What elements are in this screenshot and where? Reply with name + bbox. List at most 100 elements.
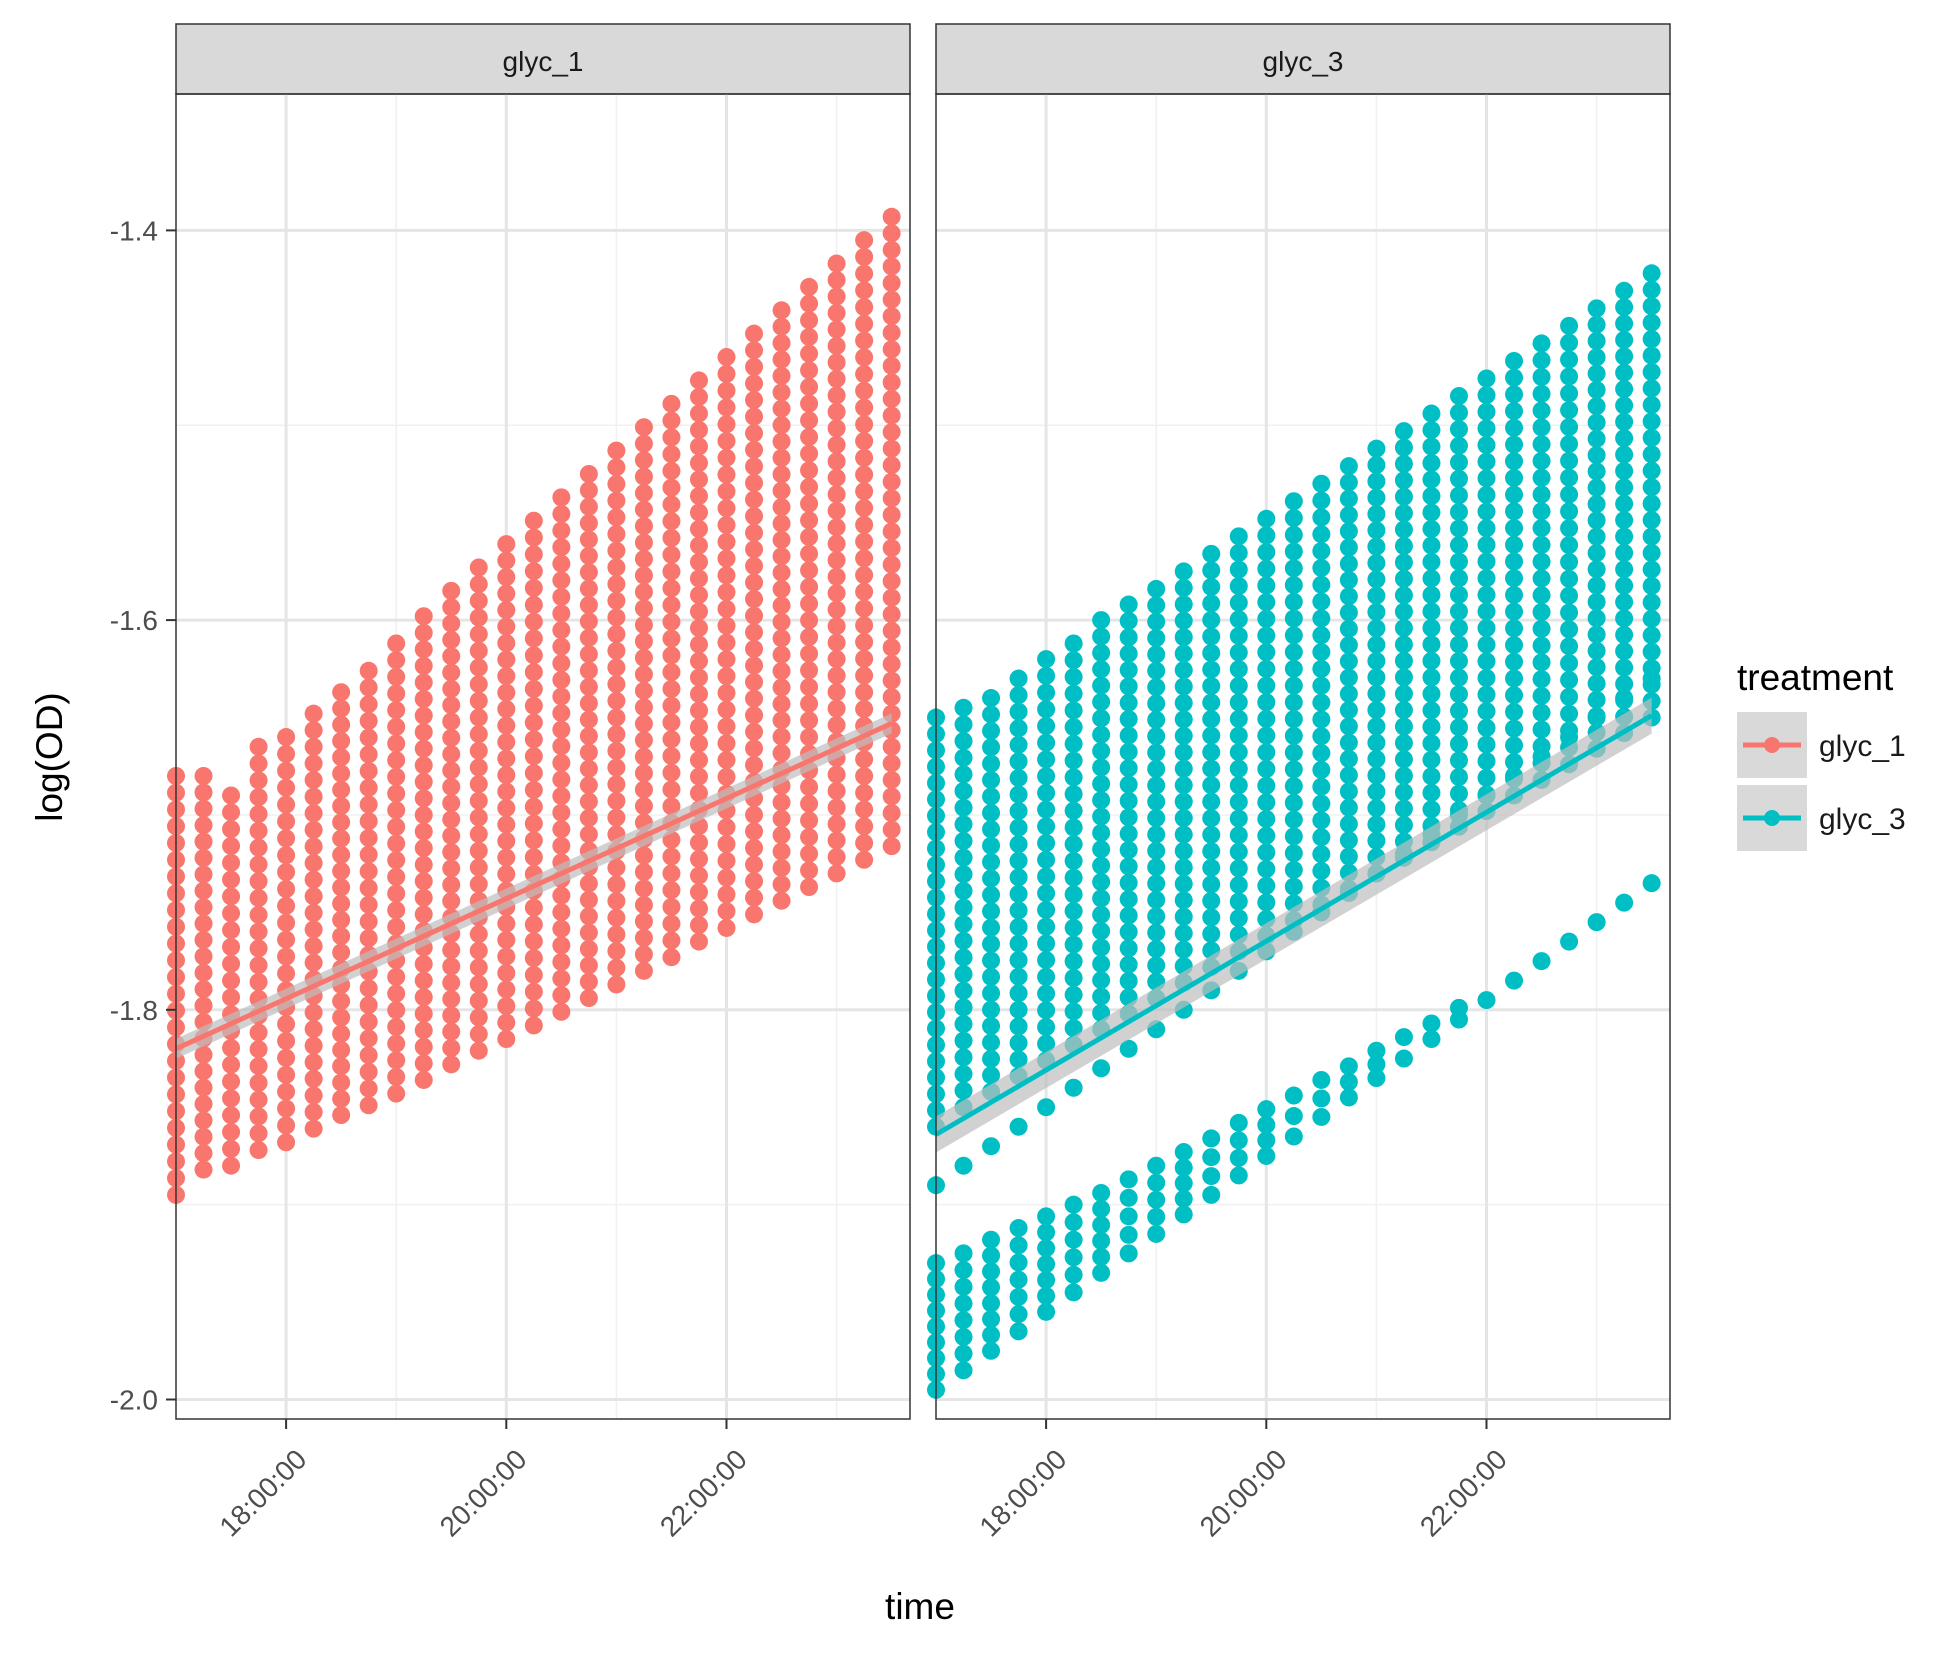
data-point-glyc-1 <box>827 814 846 833</box>
data-point-glyc-1 <box>579 563 598 582</box>
data-point-glyc-1 <box>497 733 516 752</box>
data-point-glyc-1 <box>745 357 764 376</box>
data-point-glyc-3 <box>1147 1156 1166 1175</box>
data-point-glyc-1 <box>800 527 819 546</box>
data-point-glyc-3 <box>1615 445 1634 464</box>
data-point-glyc-3 <box>1642 669 1661 688</box>
data-point-glyc-1 <box>717 902 736 921</box>
data-point-glyc-1 <box>717 532 736 551</box>
data-point-glyc-3 <box>1615 658 1634 677</box>
data-point-glyc-1 <box>800 811 819 830</box>
data-point-glyc-1 <box>772 432 791 451</box>
data-point-glyc-3 <box>1477 369 1496 388</box>
data-point-glyc-1 <box>800 778 819 797</box>
data-point-glyc-3 <box>1560 536 1579 555</box>
data-point-glyc-3 <box>1532 435 1551 454</box>
data-point-glyc-3 <box>1477 702 1496 721</box>
data-point-glyc-1 <box>249 1040 268 1059</box>
data-point-glyc-3 <box>1229 626 1248 645</box>
data-point-glyc-1 <box>855 499 874 518</box>
data-point-glyc-1 <box>634 961 653 980</box>
facet-panel-glyc-1: glyc_1 18:00:00 20:00:00 22:00:00 <box>167 23 911 1542</box>
data-point-glyc-1 <box>745 689 764 708</box>
data-point-glyc-3 <box>1284 844 1303 863</box>
data-point-glyc-1 <box>524 764 543 783</box>
data-point-glyc-3 <box>1037 850 1056 869</box>
data-point-glyc-3 <box>1009 1219 1028 1238</box>
data-point-glyc-3 <box>1339 652 1358 671</box>
data-point-glyc-1 <box>855 314 874 333</box>
data-point-glyc-3 <box>1312 1089 1331 1108</box>
data-point-glyc-1 <box>497 815 516 834</box>
data-point-glyc-1 <box>442 1039 461 1058</box>
data-point-glyc-1 <box>662 914 681 933</box>
data-point-glyc-3 <box>1505 585 1524 604</box>
data-point-glyc-1 <box>745 507 764 526</box>
data-point-glyc-1 <box>827 716 846 735</box>
data-point-glyc-3 <box>1119 808 1138 827</box>
data-point-glyc-3 <box>1367 766 1386 785</box>
data-point-glyc-1 <box>662 461 681 480</box>
data-point-glyc-1 <box>249 1023 268 1042</box>
data-point-glyc-1 <box>387 1084 406 1103</box>
data-point-glyc-1 <box>332 797 351 816</box>
data-point-glyc-3 <box>1174 825 1193 844</box>
data-point-glyc-3 <box>1560 519 1579 538</box>
data-point-glyc-3 <box>1284 626 1303 645</box>
data-point-glyc-3 <box>1615 511 1634 530</box>
data-point-glyc-3 <box>1505 402 1524 421</box>
data-point-glyc-1 <box>497 650 516 669</box>
data-point-glyc-3 <box>954 998 973 1017</box>
data-point-glyc-1 <box>387 717 406 736</box>
data-point-glyc-1 <box>497 766 516 785</box>
data-point-glyc-1 <box>662 780 681 799</box>
data-point-glyc-1 <box>222 1089 241 1108</box>
data-point-glyc-1 <box>414 623 433 642</box>
data-point-glyc-3 <box>1394 684 1413 703</box>
data-point-glyc-3 <box>1367 668 1386 687</box>
data-point-glyc-1 <box>332 813 351 832</box>
data-point-glyc-1 <box>634 665 653 684</box>
data-point-glyc-1 <box>827 303 846 322</box>
data-point-glyc-3 <box>1367 472 1386 491</box>
data-point-glyc-1 <box>882 804 901 823</box>
data-point-glyc-3 <box>1119 906 1138 925</box>
data-point-glyc-1 <box>414 789 433 808</box>
data-point-glyc-1 <box>579 792 598 811</box>
data-point-glyc-1 <box>579 743 598 762</box>
data-point-glyc-3 <box>1009 1117 1028 1136</box>
data-point-glyc-1 <box>552 621 571 640</box>
data-point-glyc-3 <box>1532 535 1551 554</box>
data-point-glyc-3 <box>1009 1287 1028 1306</box>
data-point-glyc-1 <box>717 381 736 400</box>
data-point-glyc-1 <box>579 710 598 729</box>
data-point-glyc-3 <box>1009 835 1028 854</box>
data-point-glyc-3 <box>1532 351 1551 370</box>
data-point-glyc-3 <box>1064 818 1083 837</box>
data-point-glyc-1 <box>277 761 296 780</box>
data-point-glyc-3 <box>1257 709 1276 728</box>
data-point-glyc-1 <box>497 667 516 686</box>
data-point-glyc-3 <box>1257 726 1276 745</box>
data-point-glyc-3 <box>1615 314 1634 333</box>
data-point-glyc-3 <box>1642 478 1661 497</box>
data-point-glyc-3 <box>1064 1213 1083 1232</box>
data-point-glyc-1 <box>359 812 378 831</box>
data-point-glyc-3 <box>1092 905 1111 924</box>
data-point-glyc-1 <box>607 491 626 510</box>
data-point-glyc-1 <box>332 1057 351 1076</box>
data-point-glyc-1 <box>414 839 433 858</box>
data-point-glyc-1 <box>855 264 874 283</box>
data-point-glyc-1 <box>497 947 516 966</box>
data-point-glyc-1 <box>469 1041 488 1060</box>
data-point-glyc-3 <box>1505 552 1524 571</box>
data-point-glyc-3 <box>1505 971 1524 990</box>
data-point-glyc-1 <box>359 845 378 864</box>
data-point-glyc-3 <box>1449 403 1468 422</box>
data-point-glyc-3 <box>1202 610 1221 629</box>
data-point-glyc-3 <box>1367 799 1386 818</box>
data-point-glyc-3 <box>1339 668 1358 687</box>
data-point-glyc-3 <box>1339 684 1358 703</box>
data-point-glyc-3 <box>982 771 1001 790</box>
data-point-glyc-1 <box>882 489 901 508</box>
